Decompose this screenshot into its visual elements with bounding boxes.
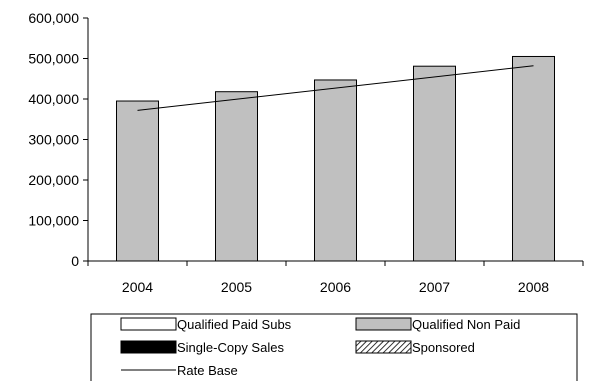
x-tick-label: 2006 <box>320 279 351 295</box>
bar <box>215 91 258 262</box>
legend-label: Single-Copy Sales <box>177 340 284 355</box>
legend-label: Rate Base <box>177 363 238 378</box>
x-tick-label: 2004 <box>122 279 153 295</box>
x-tick-label: 2007 <box>419 279 450 295</box>
legend-swatch <box>120 340 177 354</box>
bar <box>314 79 357 262</box>
bar <box>413 65 456 262</box>
y-tick-label: 100,000 <box>28 213 79 229</box>
rate-base-line <box>137 65 534 111</box>
bar <box>116 100 159 262</box>
y-tick-label: 500,000 <box>28 51 79 67</box>
legend-label: Qualified Non Paid <box>412 317 520 332</box>
bar <box>512 55 555 262</box>
legend-swatch <box>355 317 412 331</box>
plot-area: 0 100,000 200,000 300,000 400,000 500,000 600,… <box>28 10 584 295</box>
legend-swatch <box>120 317 177 331</box>
y-tick-label: 0 <box>71 253 79 269</box>
legend-label: Sponsored <box>412 340 475 355</box>
legend-label: Qualified Paid Subs <box>177 317 292 332</box>
x-tick-label: 2005 <box>221 279 252 295</box>
y-tick-label: 400,000 <box>28 91 79 107</box>
y-tick-label: 600,000 <box>28 10 79 26</box>
y-tick-label: 200,000 <box>28 172 79 188</box>
x-tick-label: 2008 <box>518 279 549 295</box>
y-tick-label: 300,000 <box>28 132 79 148</box>
legend-swatch <box>355 340 412 354</box>
legend: Qualified Paid Subs Qualified Non Paid Sin… <box>90 313 578 381</box>
